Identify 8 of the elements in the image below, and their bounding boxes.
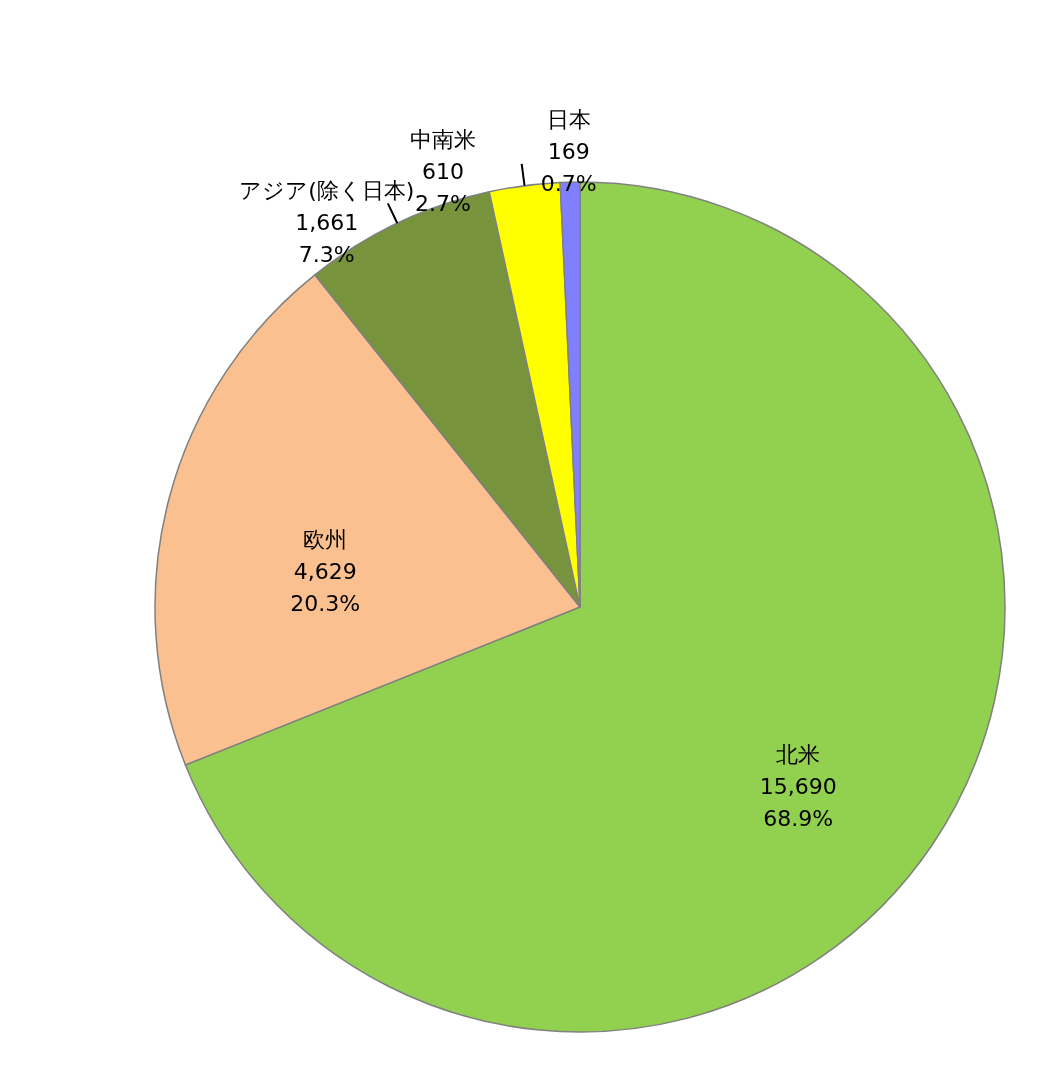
slice-label: 中南米 (410, 126, 477, 152)
slice-label: アジア(除く日本) (239, 178, 415, 204)
data-label: 15,690 68.9% (759, 773, 837, 831)
slice-label: 北米 (776, 741, 821, 767)
slice-label: 欧州 (303, 526, 348, 552)
slice-label: 日本 (546, 107, 591, 133)
data-label: 4,629 20.3% (290, 558, 361, 616)
data-label: 169 0.7% (540, 139, 597, 197)
